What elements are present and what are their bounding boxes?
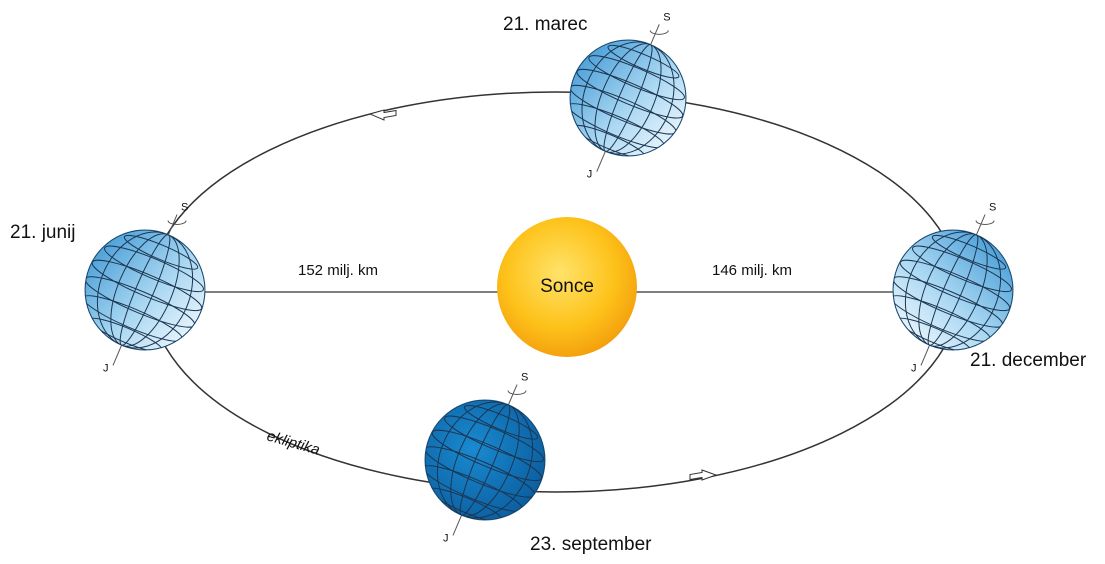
distance-label: 152 milj. km: [298, 262, 378, 279]
sun-label: Sonce: [540, 276, 594, 297]
date-label: 23. september: [530, 534, 652, 555]
orbit-label: ekliptika: [265, 428, 322, 459]
earth: SJ: [406, 372, 563, 545]
rotation-arrow: [650, 30, 668, 34]
north-label: S: [181, 202, 188, 214]
south-label: J: [587, 169, 593, 181]
north-label: S: [521, 372, 528, 384]
earth: SJ: [552, 11, 704, 180]
south-label: J: [103, 362, 109, 374]
date-label: 21. junij: [10, 222, 76, 243]
rotation-arrow: [976, 221, 994, 225]
south-label: J: [911, 362, 917, 374]
orbit-diagram: Sonce 152 milj. km 146 milj. km ekliptik…: [0, 0, 1105, 564]
south-label: J: [443, 532, 449, 544]
date-label: 21. december: [970, 350, 1087, 371]
direction-arrow: [370, 110, 396, 120]
direction-arrow: [690, 470, 716, 480]
earth: SJ: [66, 202, 223, 375]
rotation-arrow: [508, 391, 526, 395]
date-label: 21. marec: [503, 14, 587, 35]
distance-label: 146 milj. km: [712, 262, 792, 279]
north-label: S: [663, 11, 670, 23]
north-label: S: [989, 202, 996, 214]
earth: SJ: [874, 202, 1031, 375]
